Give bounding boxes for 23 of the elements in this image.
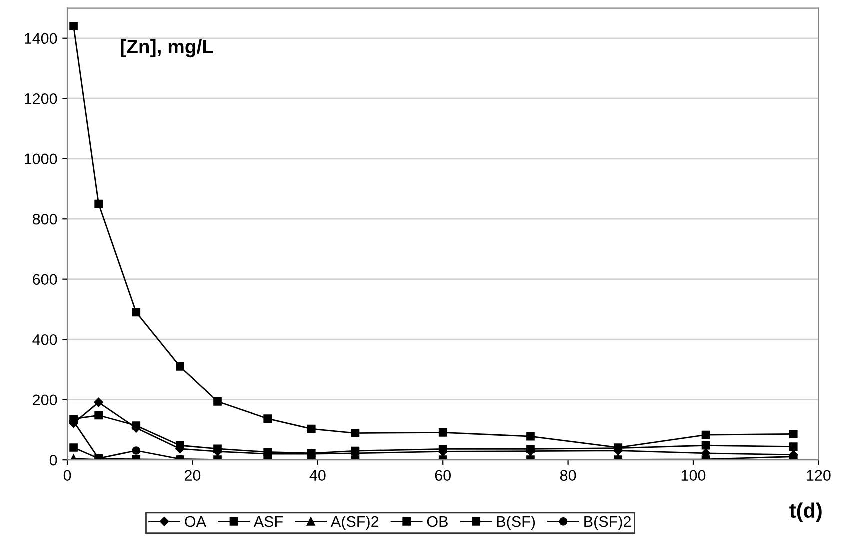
- y-tick-label: 400: [32, 334, 58, 346]
- y-tick-label: 1200: [24, 93, 58, 104]
- y-tick-label: 1400: [24, 33, 58, 44]
- annotation: [Zn], mg/L: [121, 39, 214, 58]
- legend-label: A(SF)2: [330, 516, 379, 530]
- x-tick-label: 60: [435, 470, 451, 482]
- y-tick-label: 600: [33, 274, 58, 286]
- y-tick-label: 1000: [24, 154, 58, 165]
- y-tick-label: 200: [33, 394, 58, 406]
- legend-label: B(SF)2: [584, 516, 631, 530]
- y-tick-label: 0: [50, 454, 58, 466]
- x-tick-label: 80: [560, 470, 576, 482]
- legend-label: B(SF): [497, 516, 536, 530]
- x-tick-label: 0: [64, 470, 72, 482]
- x-tick-label: 20: [184, 470, 201, 482]
- x-tick-label: 120: [807, 470, 831, 482]
- legend-label: ASF: [254, 516, 283, 528]
- x-axis-title: t(d): [790, 502, 822, 522]
- legend-label: OA: [185, 516, 206, 528]
- legend-label: OB: [427, 516, 448, 528]
- y-tick-label: 800: [32, 214, 58, 225]
- x-tick-label: 40: [310, 470, 326, 482]
- x-tick-label: 100: [682, 470, 706, 482]
